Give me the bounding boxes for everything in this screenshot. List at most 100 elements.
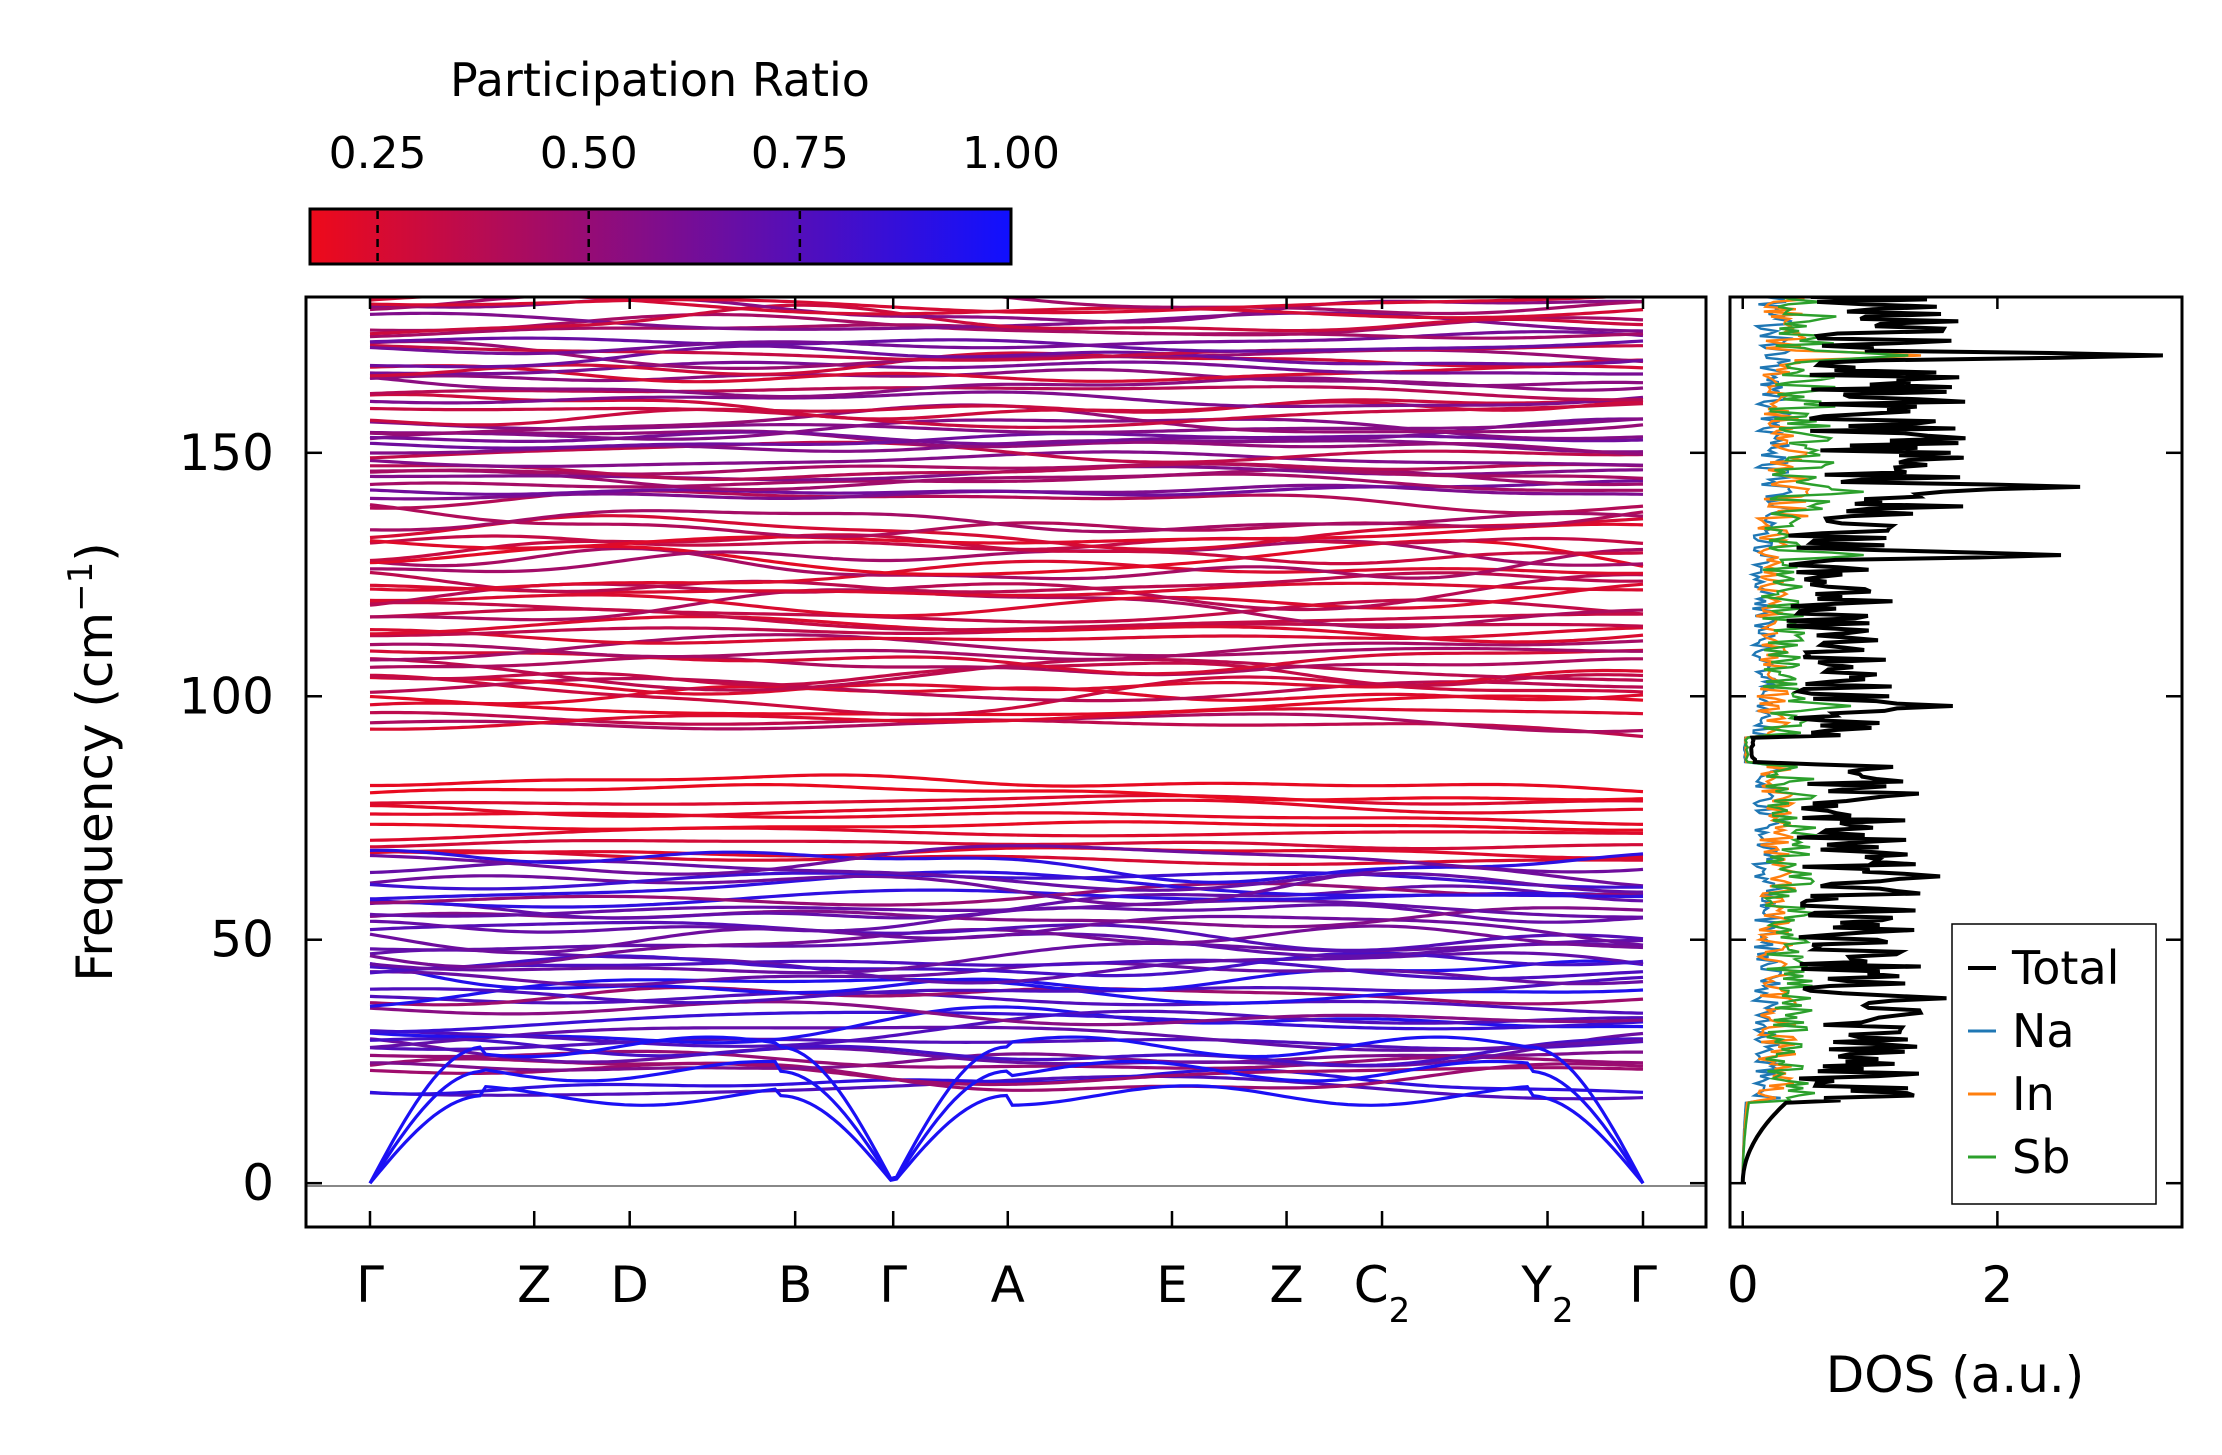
phonon-band bbox=[369, 509, 1644, 534]
phonon-band bbox=[368, 1084, 1645, 1185]
phonon-band bbox=[369, 360, 1643, 376]
phonon-band bbox=[368, 1059, 1645, 1185]
phonon-band bbox=[369, 390, 1644, 408]
phonon-band bbox=[369, 1010, 1644, 1034]
y-tick-label: 0 bbox=[242, 1154, 274, 1212]
k-point-label: Z bbox=[1269, 1256, 1303, 1314]
band-k-path-ticks: Γ Z D B Γ A E Z C2 Y2 Γ bbox=[356, 297, 1657, 1331]
phonon-band bbox=[369, 472, 1643, 492]
colorbar-gradient bbox=[308, 207, 1013, 266]
phonon-band bbox=[369, 694, 1644, 717]
legend-label: In bbox=[2012, 1067, 2055, 1121]
dos-curve-total bbox=[1740, 297, 2163, 1184]
phonon-band bbox=[369, 303, 1644, 336]
phonon-band bbox=[369, 432, 1644, 450]
phonon-band bbox=[369, 848, 1644, 884]
phonon-band bbox=[369, 707, 1644, 731]
phonon-band bbox=[369, 297, 1638, 315]
phonon-band bbox=[370, 961, 1644, 987]
phonon-band bbox=[369, 559, 1644, 592]
phonon-band bbox=[369, 673, 1644, 717]
phonon-band bbox=[369, 798, 1643, 818]
k-point-label: Y2 bbox=[1520, 1256, 1573, 1331]
phonon-band bbox=[370, 633, 1643, 662]
phonon-band bbox=[369, 344, 1644, 369]
phonon-band bbox=[369, 639, 1644, 661]
phonon-band bbox=[369, 849, 1643, 866]
legend-label: Na bbox=[2012, 1004, 2075, 1058]
phonon-bands bbox=[368, 297, 1645, 1185]
legend-label: Total bbox=[2011, 941, 2119, 995]
phonon-band bbox=[369, 385, 1644, 402]
k-point-label: A bbox=[991, 1256, 1025, 1314]
colorbar-tick-label: 0.75 bbox=[751, 128, 849, 179]
phonon-band bbox=[369, 924, 1644, 969]
phonon-band bbox=[369, 846, 1644, 860]
phonon-band bbox=[369, 844, 1644, 876]
k-point-label: Γ bbox=[879, 1256, 907, 1314]
phonon-band bbox=[369, 450, 1644, 468]
band-y-ticks: 0 50 100 150 bbox=[179, 424, 1706, 1212]
phonon-band bbox=[369, 1005, 1644, 1045]
phonon-band bbox=[370, 881, 1644, 907]
k-point-label: Γ bbox=[356, 1256, 384, 1314]
dos-axis-label: DOS (a.u.) bbox=[1826, 1346, 2085, 1404]
phonon-band bbox=[370, 773, 1644, 794]
phonon-band bbox=[369, 534, 1644, 552]
colorbar-tick-label: 0.50 bbox=[540, 128, 638, 179]
phonon-band bbox=[369, 417, 1644, 446]
frequency-axis-label: Frequency (cm−1) bbox=[61, 542, 124, 982]
phonon-band bbox=[370, 1050, 1643, 1072]
phonon-band bbox=[369, 871, 1643, 891]
phonon-band bbox=[369, 503, 1644, 539]
phonon-band bbox=[369, 1000, 1644, 1027]
colorbar-tick-label: 0.25 bbox=[329, 128, 427, 179]
phonon-band bbox=[369, 920, 1644, 953]
phonon-band bbox=[369, 990, 1644, 1015]
phonon-band bbox=[369, 958, 1644, 981]
colorbar: Participation Ratio 0.25 0.50 0.75 1.00 bbox=[308, 53, 1060, 266]
phonon-band bbox=[369, 522, 1644, 550]
k-point-label: C2 bbox=[1354, 1256, 1411, 1331]
phonon-band bbox=[369, 440, 1644, 464]
phonon-band bbox=[369, 975, 1644, 1005]
phonon-band bbox=[370, 811, 1644, 826]
y-tick-label: 100 bbox=[179, 667, 274, 725]
k-point-label: Γ bbox=[1629, 1256, 1657, 1314]
phonon-band bbox=[369, 462, 1644, 480]
phonon-band bbox=[369, 914, 1644, 955]
y-tick-label: 150 bbox=[179, 424, 274, 482]
phonon-band bbox=[369, 783, 1644, 802]
phonon-band bbox=[368, 1035, 1645, 1184]
k-point-label: B bbox=[778, 1256, 812, 1314]
phonon-band bbox=[369, 1037, 1644, 1051]
phonon-band bbox=[370, 820, 1644, 832]
phonon-band bbox=[369, 655, 1643, 677]
phonon-band bbox=[369, 368, 1644, 392]
colorbar-title: Participation Ratio bbox=[450, 53, 870, 107]
phonon-band bbox=[369, 870, 1643, 901]
legend-label: Sb bbox=[2012, 1130, 2070, 1184]
phonon-band bbox=[369, 364, 1644, 384]
phonon-band bbox=[369, 826, 1644, 842]
colorbar-tick-label: 1.00 bbox=[962, 128, 1060, 179]
phonon-band bbox=[369, 1025, 1644, 1052]
phonon-band bbox=[369, 1031, 1644, 1068]
k-point-label: Z bbox=[517, 1256, 551, 1314]
band-structure-panel: 0 50 100 150 Γ Z D B Γ A E Z C2 Y2 Γ Frequency (cm−1) bbox=[61, 295, 1708, 1331]
phonon-band bbox=[369, 330, 1644, 356]
dos-x-tick-label: 2 bbox=[1981, 1256, 2013, 1314]
phonon-band bbox=[370, 615, 1644, 644]
phonon-band bbox=[369, 514, 1644, 551]
phonon-band bbox=[369, 570, 1644, 594]
colorbar-tick-lines bbox=[376, 211, 802, 262]
phonon-band bbox=[369, 1068, 1644, 1096]
dos-x-tick-label: 0 bbox=[1727, 1256, 1759, 1314]
dos-axes-frame bbox=[1728, 295, 2184, 1229]
phonon-band bbox=[369, 793, 1643, 806]
phonon-band bbox=[369, 941, 1644, 975]
phonon-band bbox=[369, 959, 1644, 995]
dos-curve-sb bbox=[1741, 297, 1909, 1184]
